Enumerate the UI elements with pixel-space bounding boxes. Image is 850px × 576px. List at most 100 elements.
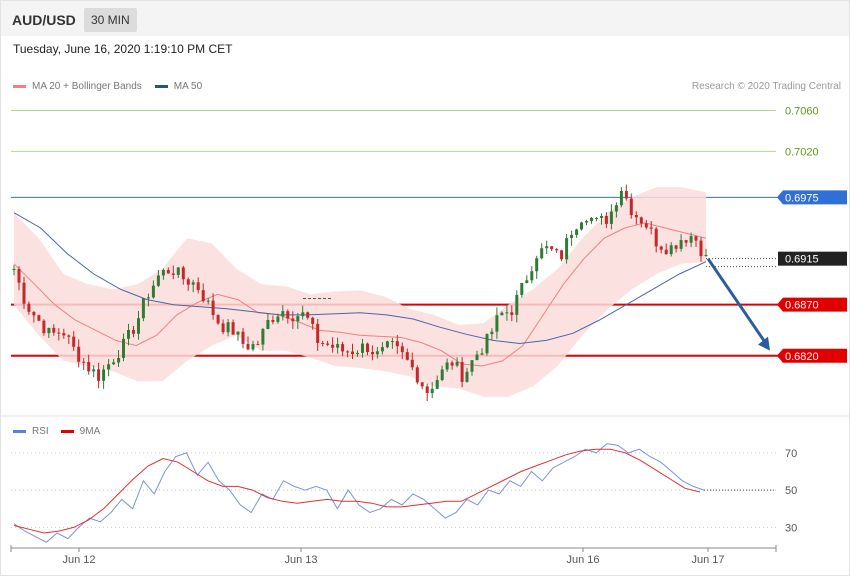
candle-body — [296, 316, 300, 322]
candle-body — [405, 352, 409, 360]
candle-body — [82, 361, 86, 363]
candle-body — [236, 331, 240, 335]
candle-body — [669, 245, 673, 255]
legend-9ma-label: 9MA — [79, 426, 101, 437]
candle-body — [261, 329, 265, 345]
rsi-9ma-line — [13, 448, 701, 534]
rsi-panel: 30 50 70 — [11, 443, 797, 543]
candle-body — [346, 351, 350, 353]
candle-body — [201, 290, 205, 302]
candle-body — [321, 343, 325, 344]
candle-body — [580, 222, 583, 230]
candle-body — [341, 344, 345, 352]
candle-body — [644, 223, 648, 228]
x-tick-label: Jun 13 — [284, 554, 317, 566]
candle-body — [535, 258, 539, 272]
candle-body — [460, 362, 464, 382]
candle-body — [186, 279, 190, 285]
candle-body — [415, 367, 419, 383]
candle-body — [540, 248, 544, 259]
candle-body — [52, 327, 56, 333]
rsi-tick-label: 50 — [785, 485, 797, 497]
candle-body — [311, 317, 315, 324]
candle-body — [385, 341, 389, 348]
candle-body — [595, 217, 598, 219]
level-label-resistance: 0.7060 — [785, 105, 819, 117]
candle-body — [694, 236, 698, 241]
candle-body — [151, 285, 155, 298]
candle-body — [674, 245, 678, 249]
legend-ma20-label: MA 20 + Bollinger Bands — [32, 81, 142, 92]
x-axis: Jun 12 Jun 13 Jun 16 Jun 17 — [10, 545, 777, 566]
candle-body — [32, 311, 36, 316]
candle-body — [37, 315, 41, 321]
candle-body — [475, 354, 479, 361]
candle-body — [450, 362, 454, 366]
legend-ma50-label: MA 50 — [173, 81, 203, 92]
candle-body — [624, 191, 628, 199]
candle-body — [505, 312, 509, 314]
candle-body — [122, 338, 125, 358]
level-label-support: 0.6820 — [785, 351, 819, 363]
candle-body — [565, 238, 569, 260]
candle-body — [604, 216, 608, 224]
candle-body — [306, 312, 310, 318]
candle-body — [271, 320, 275, 322]
candle-body — [336, 344, 340, 348]
candle-body — [609, 211, 613, 224]
candle-body — [251, 344, 255, 350]
candle-body — [22, 282, 26, 304]
candle-body — [281, 311, 285, 317]
x-tick-label: Jun 12 — [62, 554, 95, 566]
candle-body — [291, 318, 295, 322]
candle-body — [97, 369, 101, 381]
candle-body — [42, 320, 46, 334]
candle-body — [664, 249, 668, 255]
candle-body — [176, 267, 180, 275]
level-label-pivot: 0.6975 — [785, 192, 819, 204]
x-tick-label: Jun 16 — [566, 554, 599, 566]
candle-body — [276, 316, 280, 322]
timeframe-badge[interactable]: 30 MIN — [84, 8, 137, 32]
candle-body — [17, 269, 21, 283]
candle-body — [380, 347, 384, 352]
candle-body — [67, 335, 71, 337]
candle-body — [12, 269, 16, 270]
candle-body — [585, 221, 588, 223]
candle-body — [375, 351, 379, 355]
candle-body — [206, 300, 210, 302]
candle-body — [500, 312, 504, 316]
candle-body — [331, 344, 335, 348]
candle-body — [47, 327, 51, 334]
price-legend: MA 20 + Bollinger Bands MA 50 — [13, 81, 215, 92]
candles — [12, 184, 708, 401]
bollinger-fill — [14, 187, 706, 397]
candle-body — [465, 371, 469, 382]
support-tag — [777, 348, 847, 363]
candle-body — [629, 198, 633, 216]
candle-body — [545, 246, 549, 249]
bollinger-band — [14, 187, 706, 397]
candle-body — [390, 341, 394, 343]
candle-body — [117, 358, 121, 363]
legend-rsi: RSI — [13, 426, 49, 437]
candle-body — [256, 344, 260, 346]
chart-datetime: Tuesday, June 16, 2020 1:19:10 PM CET — [13, 42, 233, 56]
candle-body — [550, 246, 554, 250]
candle-body — [515, 294, 519, 315]
level-label-resistance: 0.7020 — [785, 146, 819, 158]
candle-body — [181, 267, 185, 280]
candle-body — [366, 343, 369, 352]
candle-body — [221, 323, 225, 333]
candle-body — [699, 240, 703, 257]
rsi-tick-label: 30 — [785, 522, 797, 534]
candle-body — [684, 240, 688, 243]
level-label-last: 0.6915 — [785, 254, 819, 266]
candle-body — [102, 369, 106, 381]
candle-body — [520, 283, 524, 295]
x-tick-label: Jun 17 — [691, 554, 724, 566]
legend-9ma: 9MA — [60, 426, 101, 437]
candle-body — [445, 362, 449, 370]
candle-body — [395, 341, 399, 347]
